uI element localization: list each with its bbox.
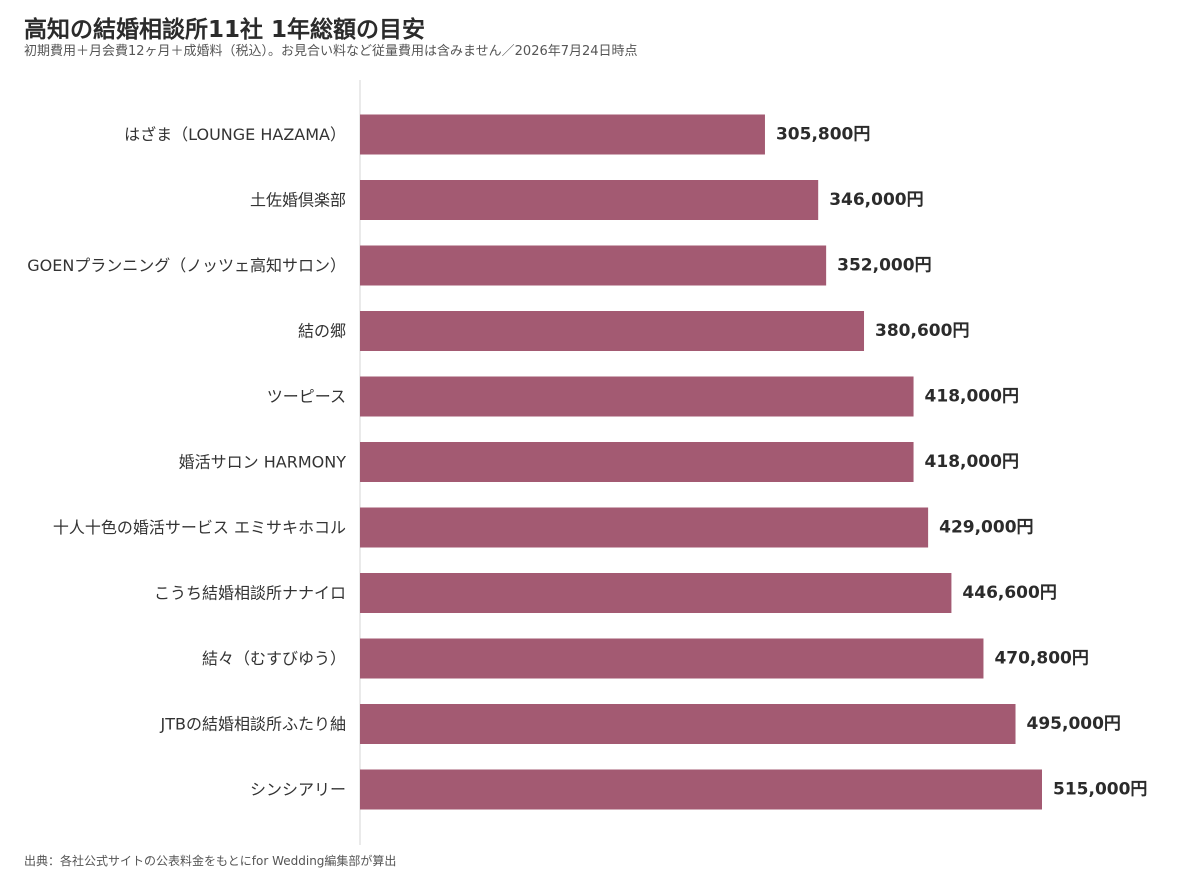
- bar: [360, 245, 827, 286]
- bar: [360, 114, 765, 155]
- data-label: 446,600円: [962, 583, 1056, 603]
- category-label: こうち結婚相談所ナナイロ: [154, 584, 346, 603]
- chart-subtitle: 初期費用＋月会費12ヶ月＋成婚料（税込）。お見合い料など従量費用は含みません／2…: [24, 44, 638, 59]
- category-label: 結々（むすびゆう）: [202, 649, 346, 668]
- category-label: JTBの結婚相談所ふたり紬: [160, 715, 346, 734]
- category-label: GOENプランニング（ノッツェ高知サロン）: [27, 256, 346, 275]
- bar: [360, 311, 865, 351]
- chart-title: 高知の結婚相談所11社 1年総額の目安: [24, 17, 426, 43]
- bar: [360, 376, 914, 417]
- data-label: 418,000円: [925, 452, 1019, 472]
- data-label: 429,000円: [939, 518, 1033, 538]
- category-label: はざま（LOUNGE HAZAMA）: [124, 125, 346, 144]
- data-label: 495,000円: [1027, 714, 1121, 734]
- bar: [360, 638, 984, 679]
- chart-source: 出典：各社公式サイトの公表料金をもとにfor Wedding編集部が算出: [24, 854, 397, 868]
- data-label: 418,000円: [925, 387, 1019, 407]
- category-label: 土佐婚倶楽部: [250, 191, 346, 210]
- bar: [360, 507, 929, 548]
- bar: [360, 180, 819, 220]
- data-label: 380,600円: [875, 321, 969, 341]
- data-label: 352,000円: [837, 256, 931, 276]
- data-label: 515,000円: [1053, 780, 1147, 800]
- data-label: 346,000円: [829, 190, 923, 210]
- category-label: ツーピース: [267, 387, 346, 406]
- bar: [360, 769, 1042, 810]
- category-label: 婚活サロン HARMONY: [179, 453, 347, 472]
- data-label: 305,800円: [776, 125, 870, 145]
- data-label: 470,800円: [994, 649, 1088, 669]
- category-label: シンシアリー: [250, 780, 346, 799]
- bar: [360, 704, 1016, 744]
- bar: [360, 573, 952, 613]
- category-label: 十人十色の婚活サービス エミサキホコル: [53, 518, 346, 537]
- category-label: 結の郷: [298, 322, 346, 341]
- bar: [360, 442, 914, 482]
